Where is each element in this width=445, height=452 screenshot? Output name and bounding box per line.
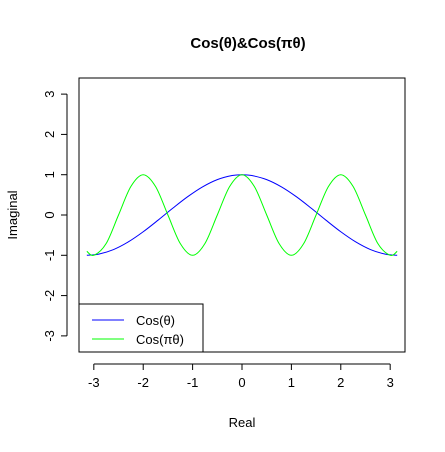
x-tick-label: -1 <box>187 375 199 390</box>
x-tick-label: -3 <box>88 375 100 390</box>
legend-label-cos-theta: Cos(θ) <box>136 313 175 328</box>
y-tick-label: 0 <box>42 211 57 218</box>
y-tick-label: 1 <box>42 171 57 178</box>
y-tick-label: -3 <box>42 330 57 342</box>
x-tick-label: -2 <box>137 375 149 390</box>
series-line-cos-pi-theta <box>86 174 398 257</box>
x-tick-label: 0 <box>238 375 245 390</box>
x-tick-label: 1 <box>288 375 295 390</box>
y-tick-label: 3 <box>42 91 57 98</box>
x-tick-label: 2 <box>337 375 344 390</box>
y-tick-label: 2 <box>42 131 57 138</box>
plot-box <box>78 77 406 353</box>
y-tick-label: -1 <box>42 250 57 262</box>
legend: Cos(θ) Cos(πθ) <box>78 303 204 353</box>
legend-box <box>78 303 204 353</box>
y-axis: -3 -2 -1 0 1 2 3 <box>42 91 68 342</box>
x-axis-label: Real <box>229 415 256 430</box>
series-layer <box>86 174 398 257</box>
x-axis: -3 -2 -1 0 1 2 3 <box>88 363 394 390</box>
chart-title: Cos(θ)&Cos(πθ) <box>190 35 305 52</box>
legend-label-cos-pi-theta: Cos(πθ) <box>136 332 184 347</box>
series-line-cos-theta <box>86 174 398 256</box>
x-tick-label: 3 <box>387 375 394 390</box>
y-tick-label: -2 <box>42 290 57 302</box>
y-axis-label: Imaginal <box>5 190 20 239</box>
